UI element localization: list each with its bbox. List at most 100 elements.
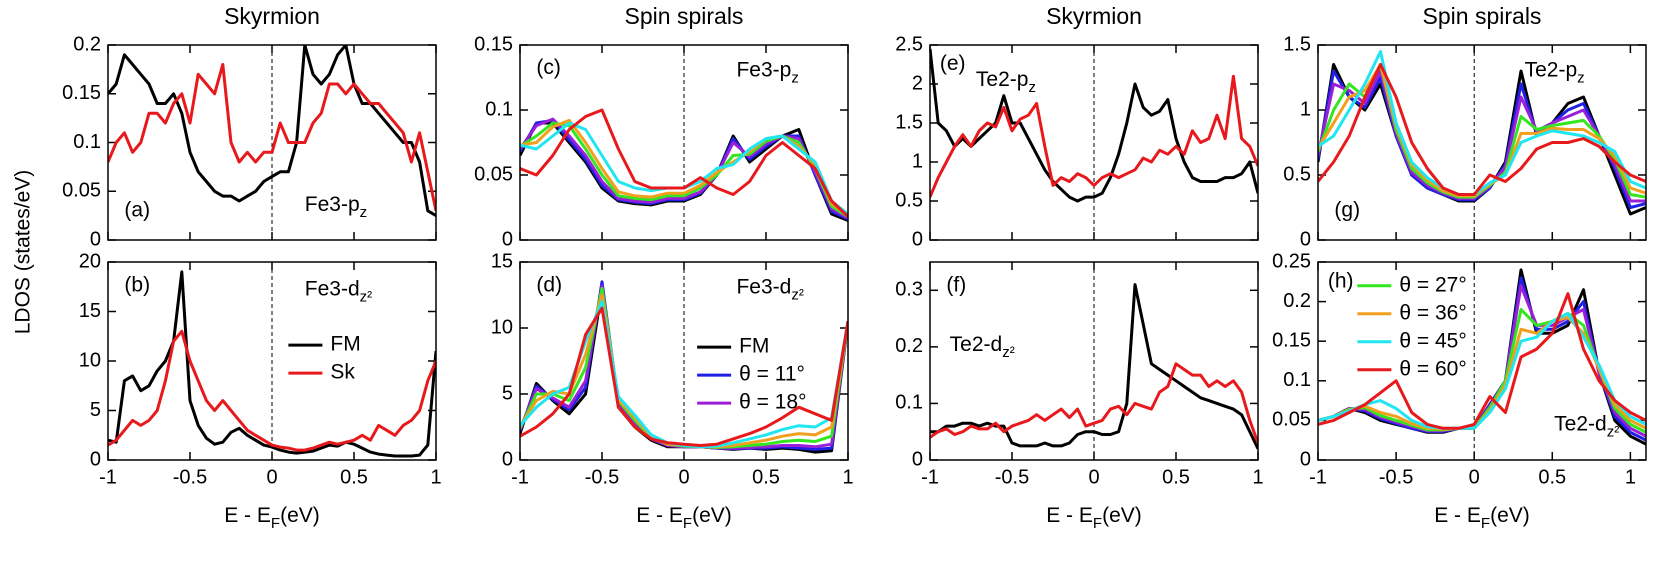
y-tick-label: 1.5 <box>895 111 923 133</box>
y-tick-label: 15 <box>79 300 101 322</box>
data-line <box>930 283 1258 450</box>
orbital-annotation: Fe3-dz² <box>736 275 803 304</box>
panel-label: (h) <box>1328 269 1354 292</box>
y-tick-label: 0 <box>502 448 513 470</box>
y-tick-label: 0.05 <box>474 163 513 185</box>
y-tick-label: 0 <box>502 228 513 250</box>
x-tick-label: 0 <box>1088 466 1099 488</box>
x-tick-label: 1 <box>842 466 853 488</box>
data-line <box>930 48 1258 203</box>
legend-label: θ = 27° <box>1399 273 1466 296</box>
data-line <box>108 45 436 217</box>
orbital-annotation-part: Te2-d <box>950 333 1003 356</box>
plot-frame <box>929 261 1259 461</box>
x-axis-label-part: F <box>1093 515 1102 532</box>
y-tick-label: 0.05 <box>1272 409 1311 431</box>
x-axis-label-part: E - E <box>1046 504 1093 527</box>
panel-label: (e) <box>940 52 966 75</box>
plot-frame <box>929 44 1259 241</box>
legend-label: θ = 36° <box>1399 301 1466 324</box>
y-tick-label: 0 <box>90 448 101 470</box>
panel-title: Spin spirals <box>625 3 744 29</box>
data-line <box>930 362 1258 444</box>
legend-label: Sk <box>330 361 355 384</box>
panel-title: Spin spirals <box>1423 3 1542 29</box>
orbital-annotation: Te2-dz² <box>1554 412 1619 441</box>
y-tick-label: 0.2 <box>895 335 923 357</box>
x-tick-label: 0.5 <box>1538 466 1566 488</box>
plot-frame <box>519 261 849 461</box>
x-axis-label-part: F <box>683 515 692 532</box>
x-axis-label-part: (eV) <box>280 504 320 527</box>
legend-label: θ = 11° <box>739 363 805 386</box>
x-tick-label: 0.5 <box>752 466 780 488</box>
data-line <box>108 270 436 458</box>
legend-label: θ = 45° <box>1399 329 1466 352</box>
data-line <box>108 63 436 212</box>
y-tick-label: 0.2 <box>73 33 101 55</box>
orbital-annotation: Te2-dz² <box>950 333 1015 362</box>
legend-label: θ = 18° <box>739 391 806 414</box>
x-axis-label: E - EF(eV) <box>1046 504 1142 533</box>
y-tick-label: 20 <box>79 250 101 272</box>
y-tick-label: 0 <box>1300 228 1311 250</box>
plot-frame <box>519 44 849 241</box>
y-tick-label: 15 <box>491 250 513 272</box>
y-tick-label: 0.1 <box>895 392 923 414</box>
orbital-annotation-part: Te2-p <box>1525 58 1578 81</box>
y-tick-label: 0.5 <box>1283 163 1311 185</box>
x-tick-label: -1 <box>921 466 939 488</box>
orbital-annotation-part: z <box>1028 80 1036 97</box>
orbital-annotation-part: Fe3-p <box>736 58 791 81</box>
y-tick-label: 0.5 <box>895 189 923 211</box>
x-axis-label-part: F <box>1481 515 1490 532</box>
plot-frame <box>1317 44 1647 241</box>
orbital-annotation-part: z² <box>1002 345 1015 362</box>
x-tick-label: 0.5 <box>1162 466 1190 488</box>
panel-label: (g) <box>1334 198 1360 221</box>
x-tick-label: 1 <box>430 466 441 488</box>
orbital-annotation-part: z <box>791 70 799 87</box>
y-tick-label: 0.25 <box>1272 250 1311 272</box>
x-tick-label: 1 <box>1252 466 1263 488</box>
y-tick-label: 0 <box>1300 448 1311 470</box>
orbital-annotation: Fe3-pz <box>736 58 798 87</box>
y-tick-label: 0.15 <box>1272 329 1311 351</box>
data-line <box>108 329 436 452</box>
legend-label: θ = 60° <box>1399 357 1466 380</box>
y-tick-label: 0 <box>90 228 101 250</box>
x-tick-label: 1 <box>1625 466 1636 488</box>
panel-label: (f) <box>946 273 966 296</box>
data-line <box>930 74 1258 198</box>
x-axis-label: E - EF(eV) <box>224 504 320 533</box>
data-line <box>520 306 848 447</box>
panel-label: (a) <box>124 198 150 221</box>
y-axis-label: LDOS (states/eV) <box>12 170 35 335</box>
legend-label: FM <box>330 333 360 356</box>
data-line <box>520 121 848 218</box>
x-axis-label-part: (eV) <box>1102 504 1142 527</box>
plot-frame <box>107 261 437 461</box>
data-line <box>520 108 848 218</box>
y-tick-label: 5 <box>502 382 513 404</box>
y-tick-label: 0.1 <box>485 98 513 120</box>
x-tick-label: 0 <box>1469 466 1480 488</box>
x-axis-label-part: E - E <box>636 504 683 527</box>
x-tick-label: 0 <box>678 466 689 488</box>
y-tick-label: 2.5 <box>895 33 923 55</box>
orbital-annotation: Te2-pz <box>976 68 1036 97</box>
orbital-annotation-part: Fe3-d <box>736 275 791 298</box>
x-tick-label: -1 <box>511 466 529 488</box>
orbital-annotation-part: z² <box>360 289 373 306</box>
y-tick-label: 1 <box>912 150 923 172</box>
panel-title: Skyrmion <box>1046 3 1142 29</box>
orbital-annotation-part: Te2-d <box>1554 412 1607 435</box>
x-tick-label: -0.5 <box>995 466 1029 488</box>
y-tick-label: 1.5 <box>1283 33 1311 55</box>
x-axis-label-part: F <box>271 515 280 532</box>
x-tick-label: 0 <box>266 466 277 488</box>
y-tick-label: 0.2 <box>1283 290 1311 312</box>
x-axis-label-part: (eV) <box>1490 504 1530 527</box>
data-line <box>1318 63 1646 196</box>
